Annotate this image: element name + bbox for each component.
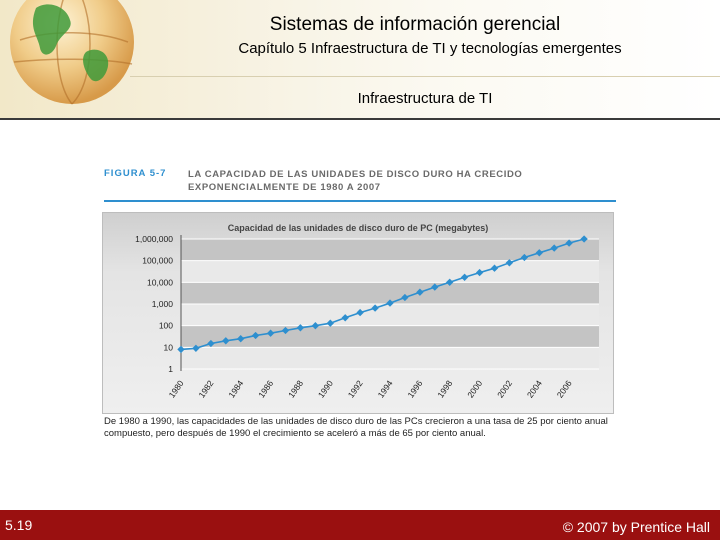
section-title: Infraestructura de TI xyxy=(357,90,493,107)
figure-rule xyxy=(104,200,616,202)
series-line xyxy=(180,238,585,351)
header-bottom-rule xyxy=(0,118,720,120)
data-point xyxy=(490,264,499,272)
x-tick-label: 2000 xyxy=(465,378,484,399)
slide-footer: 5.19 © 2007 by Prentice Hall xyxy=(0,510,720,540)
x-tick-label: 1992 xyxy=(346,378,365,399)
x-tick-label: 1996 xyxy=(405,378,424,399)
grid-band xyxy=(181,282,599,304)
data-point xyxy=(237,335,245,343)
data-point xyxy=(446,278,454,286)
figure-label: FIGURA 5-7 xyxy=(104,168,167,179)
grid-band xyxy=(181,239,599,261)
data-point xyxy=(401,293,409,302)
data-point xyxy=(505,259,514,267)
x-tick-label: 1984 xyxy=(226,378,245,399)
x-tick-label: 1980 xyxy=(167,378,186,399)
y-tick-label: 1,000 xyxy=(152,299,174,309)
grid-band xyxy=(181,325,599,348)
y-tick-label: 100,000 xyxy=(142,256,173,266)
y-tick-label: 10,000 xyxy=(147,277,173,287)
x-tick-label: 1988 xyxy=(286,378,305,399)
x-tick-label: 1986 xyxy=(256,378,275,399)
x-tick-label: 2006 xyxy=(555,378,574,399)
data-point xyxy=(281,326,290,335)
y-tick-label: 10 xyxy=(164,342,174,352)
x-tick-label: 1998 xyxy=(435,378,454,399)
copyright-text: © 2007 by Prentice Hall xyxy=(562,519,710,535)
slide-subtitle: Capítulo 5 Infraestructura de TI y tecno… xyxy=(238,40,622,57)
header-divider xyxy=(130,76,720,77)
data-point xyxy=(580,235,588,243)
globe-icon xyxy=(10,0,134,105)
data-point xyxy=(222,337,230,345)
y-tick-label: 1,000,000 xyxy=(135,234,173,244)
data-point xyxy=(460,273,469,281)
x-tick-label: 2002 xyxy=(495,378,514,399)
data-point xyxy=(207,339,215,348)
slide-header: Sistemas de información gerencial Capítu… xyxy=(0,0,720,120)
figure: FIGURA 5-7 LA CAPACIDAD DE LAS UNIDADES … xyxy=(96,156,624,446)
x-tick-label: 1994 xyxy=(376,378,395,399)
data-point xyxy=(416,288,424,296)
data-point xyxy=(311,322,320,330)
data-point xyxy=(565,239,573,247)
y-tick-label: 100 xyxy=(159,321,173,331)
x-tick-label: 1982 xyxy=(196,378,215,399)
figure-title: LA CAPACIDAD DE LAS UNIDADES DE DISCO DU… xyxy=(188,169,523,193)
line-chart: Capacidad de las unidades de disco duro … xyxy=(135,223,599,400)
slide-title: Sistemas de información gerencial xyxy=(269,14,561,35)
y-tick-label: 1 xyxy=(168,364,173,374)
slide-number: 5.19 xyxy=(5,517,33,533)
chart-title: Capacidad de las unidades de disco duro … xyxy=(228,223,489,233)
figure-caption: De 1980 a 1990, las capacidades de las u… xyxy=(104,416,608,439)
data-point xyxy=(251,331,260,340)
chart-box: Capacidad de las unidades de disco duro … xyxy=(102,212,614,414)
x-tick-label: 2004 xyxy=(525,378,544,399)
x-tick-label: 1990 xyxy=(316,378,335,399)
data-point xyxy=(177,345,185,354)
